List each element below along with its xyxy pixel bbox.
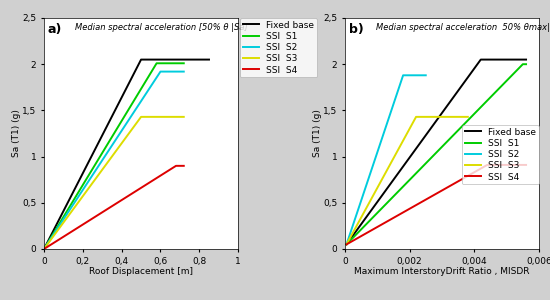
Fixed base	[41, 247, 47, 251]
Text: b): b)	[349, 22, 364, 36]
Line: SSI  S2: SSI S2	[346, 75, 426, 244]
Line: Fixed base: Fixed base	[346, 60, 526, 244]
SSI  S1	[180, 61, 187, 65]
Legend: Fixed base, SSI  S1, SSI  S2, SSI  S3, SSI  S4: Fixed base, SSI S1, SSI S2, SSI S3, SSI …	[240, 18, 317, 77]
Line: SSI  S4: SSI S4	[346, 165, 526, 244]
Fixed base	[206, 58, 212, 61]
SSI  S2	[400, 74, 406, 77]
SSI  S2	[157, 70, 164, 74]
SSI  S3	[343, 243, 350, 246]
Fixed base	[343, 243, 350, 246]
SSI  S3	[465, 115, 471, 119]
Line: SSI  S4: SSI S4	[44, 166, 184, 249]
Text: Median spectral acceleration  50% θmax| Sa: Median spectral acceleration 50% θmax| S…	[376, 22, 550, 32]
SSI  S3	[412, 115, 419, 119]
Fixed base	[477, 58, 484, 61]
Text: Median spectral acceleration [50% θ |Sa]: Median spectral acceleration [50% θ |Sa]	[75, 22, 248, 32]
SSI  S1	[522, 62, 529, 66]
SSI  S4	[173, 164, 179, 168]
SSI  S2	[180, 70, 187, 74]
SSI  S3	[41, 247, 47, 251]
SSI  S1	[520, 62, 526, 66]
SSI  S1	[41, 247, 47, 251]
Line: Fixed base: Fixed base	[44, 60, 209, 249]
Line: SSI  S2: SSI S2	[44, 72, 184, 249]
Fixed base	[138, 58, 144, 61]
SSI  S1	[343, 243, 350, 246]
Text: a): a)	[48, 22, 62, 36]
Line: SSI  S3: SSI S3	[346, 117, 468, 244]
X-axis label: Roof Displacement [m]: Roof Displacement [m]	[89, 267, 193, 276]
Line: SSI  S3: SSI S3	[44, 117, 184, 249]
X-axis label: Maximum InterstoryDrift Ratio , MISDR: Maximum InterstoryDrift Ratio , MISDR	[354, 267, 530, 276]
SSI  S4	[41, 247, 47, 251]
Line: SSI  S1: SSI S1	[346, 64, 526, 244]
Y-axis label: Sa (T1) (g): Sa (T1) (g)	[12, 110, 21, 158]
SSI  S2	[41, 247, 47, 251]
Legend: Fixed base, SSI  S1, SSI  S2, SSI  S3, SSI  S4: Fixed base, SSI S1, SSI S2, SSI S3, SSI …	[462, 125, 539, 184]
SSI  S1	[153, 61, 160, 65]
SSI  S3	[180, 115, 187, 119]
SSI  S4	[484, 163, 491, 167]
SSI  S4	[180, 164, 187, 168]
SSI  S4	[343, 243, 350, 246]
SSI  S2	[343, 243, 350, 246]
SSI  S2	[422, 74, 429, 77]
SSI  S4	[522, 163, 529, 167]
Line: SSI  S1: SSI S1	[44, 63, 184, 249]
Fixed base	[522, 58, 529, 61]
SSI  S3	[138, 115, 144, 119]
Y-axis label: Sa (T1) (g): Sa (T1) (g)	[312, 110, 322, 158]
